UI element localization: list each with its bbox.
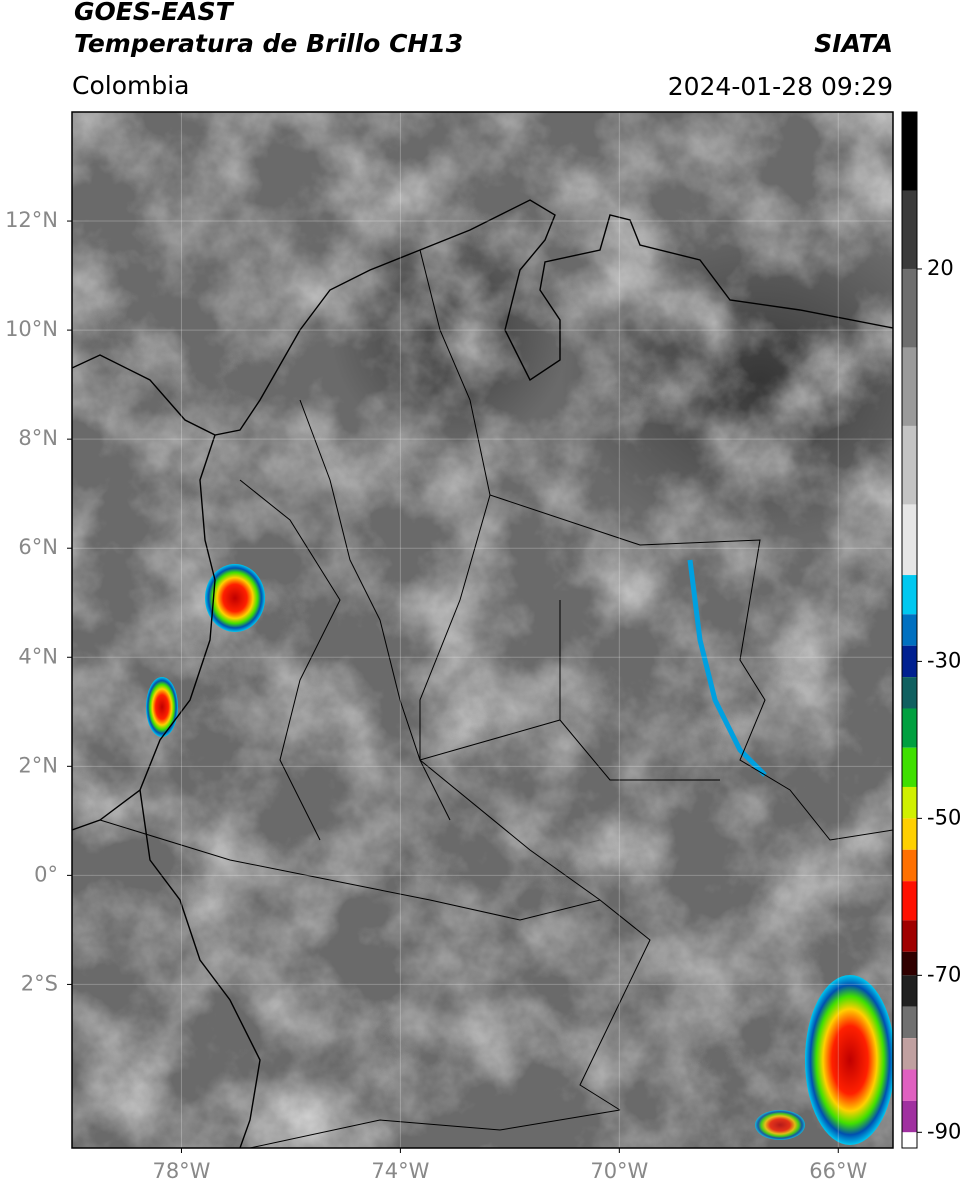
colorbar-tick-label: -30 <box>927 648 961 672</box>
region: Colombia <box>72 71 189 100</box>
x-tick-label: 70°W <box>590 1159 648 1183</box>
colorbar <box>902 112 917 1148</box>
colorbar-segment <box>902 786 917 819</box>
colorbar-segment <box>902 1100 917 1133</box>
y-tick-label: 0° <box>34 862 58 886</box>
colorbar-segment <box>902 504 917 576</box>
convective-cell <box>755 1110 805 1140</box>
source: SIATA <box>814 29 893 58</box>
colorbar-segment <box>902 677 917 709</box>
colorbar-segment <box>902 975 917 1007</box>
grid <box>67 112 893 1153</box>
map-image <box>72 112 893 1148</box>
colorbar-segment <box>902 708 917 748</box>
colorbar-segment <box>902 575 917 615</box>
borders <box>99 249 893 1148</box>
timestamp: 2024-01-28 09:29 <box>668 72 893 101</box>
y-tick-label: 4°N <box>18 644 58 668</box>
colorbar-segment <box>902 920 917 952</box>
y-tick-label: 10°N <box>5 317 58 341</box>
map-frame <box>71 111 894 1149</box>
colorbar-segment <box>902 268 917 348</box>
y-tick-label: 6°N <box>18 535 58 559</box>
coastlines <box>72 199 893 1148</box>
colorbar-segment <box>902 818 917 850</box>
x-tick-label: 74°W <box>371 1159 429 1183</box>
y-tick-label: 12°N <box>5 208 58 232</box>
colorbar-segment <box>902 190 917 269</box>
colorbar-segment <box>902 1132 917 1148</box>
colorbar-segment <box>902 645 917 678</box>
convective-cell <box>146 677 178 737</box>
convective-cell <box>205 564 265 632</box>
x-tick-label: 78°W <box>152 1159 210 1183</box>
colorbar-segment <box>902 747 917 787</box>
convective-cell <box>805 975 893 1145</box>
subtitle: Temperatura de Brillo CH13 <box>74 29 463 58</box>
cloud-texture <box>72 112 893 1148</box>
colorbar-segment <box>902 425 917 505</box>
colorbar-segment <box>902 614 917 646</box>
y-tick-label: 8°N <box>18 426 58 450</box>
y-tick-label: 2°S <box>21 971 58 995</box>
colorbar-tick-label: -70 <box>927 962 961 986</box>
colorbar-segment <box>902 112 917 191</box>
colorbar-frame <box>901 111 918 1149</box>
colorbar-segment <box>902 1069 917 1101</box>
colorbar-tick-label: 20 <box>927 256 954 280</box>
colorbar-segment <box>902 347 917 426</box>
colorbar-segment <box>902 881 917 921</box>
colorbar-tick-label: -50 <box>927 805 961 829</box>
colorbar-segment <box>902 849 917 882</box>
y-tick-label: 2°N <box>18 753 58 777</box>
colorbar-tick-label: -90 <box>927 1119 961 1143</box>
x-tick-label: 66°W <box>809 1159 867 1183</box>
cloud-band <box>687 559 767 777</box>
colorbar-segment <box>902 1038 917 1070</box>
title: GOES-EAST <box>74 0 235 26</box>
colorbar-segment <box>902 1006 917 1039</box>
colorbar-segment <box>902 951 917 976</box>
